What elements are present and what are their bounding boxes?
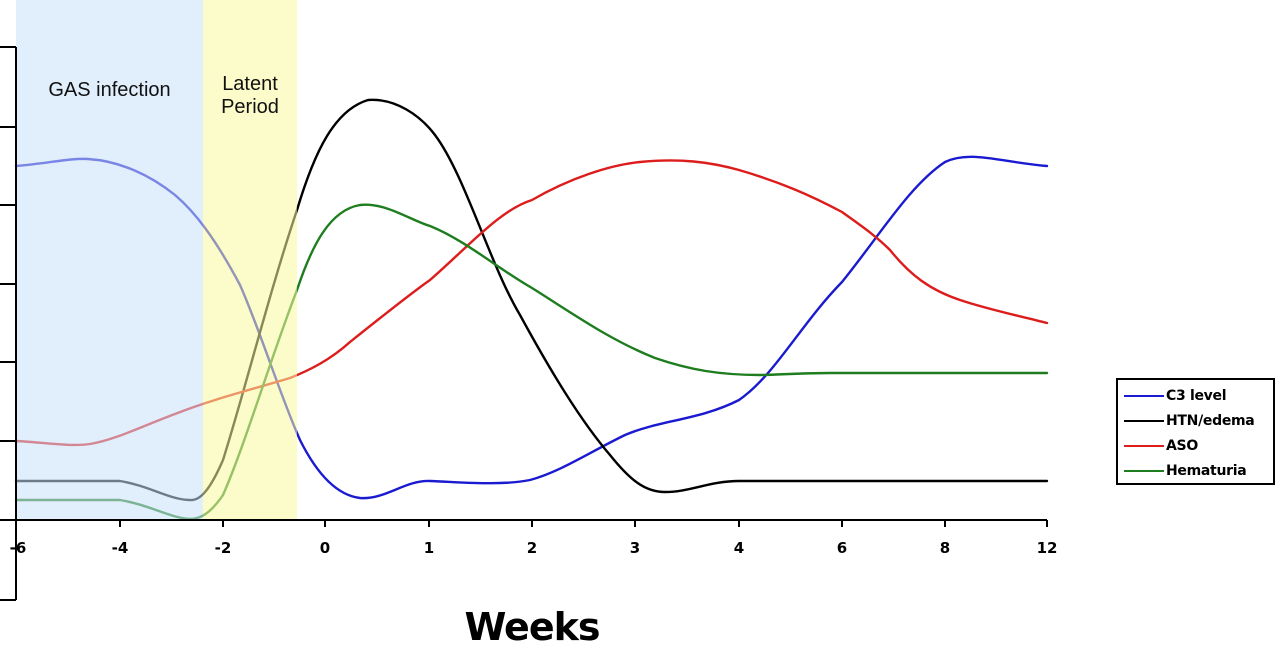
x-axis-title: Weeks — [464, 605, 601, 649]
legend-item-htn-edema: HTN/edema — [1124, 408, 1273, 433]
legend-swatch-icon — [1124, 394, 1164, 397]
legend: C3 level HTN/edema ASO Hematuria — [1116, 378, 1275, 485]
x-tick-label: -4 — [111, 539, 129, 557]
legend-item-aso: ASO — [1124, 433, 1273, 458]
gas-infection-label: GAS infection — [48, 79, 171, 101]
legend-item-hematuria: Hematuria — [1124, 458, 1273, 483]
x-tick-label: 2 — [526, 539, 538, 557]
x-tick-label: 8 — [939, 539, 951, 557]
legend-label: C3 level — [1166, 387, 1227, 404]
legend-label: HTN/edema — [1166, 412, 1255, 429]
axes — [0, 46, 1048, 601]
x-tick-label: -2 — [214, 539, 232, 557]
legend-swatch-icon — [1124, 419, 1164, 422]
x-tick-label: 12 — [1036, 539, 1058, 557]
legend-swatch-icon — [1124, 444, 1164, 447]
x-tick-label: 6 — [836, 539, 848, 557]
legend-item-c3-level: C3 level — [1124, 383, 1273, 408]
x-tick-label: 4 — [733, 539, 745, 557]
legend-swatch-icon — [1124, 469, 1164, 472]
latent-period-label: Latent Period — [203, 73, 297, 119]
x-tick-label: 1 — [423, 539, 435, 557]
legend-label: Hematuria — [1166, 462, 1247, 479]
latent-period-label-line2: Period — [221, 96, 279, 118]
x-tick-label: 0 — [319, 539, 331, 557]
legend-label: ASO — [1166, 437, 1198, 454]
x-tick-label: -6 — [9, 539, 27, 557]
gas-infection-region — [16, 0, 203, 520]
x-tick-label: 3 — [629, 539, 641, 557]
latent-period-label-line1: Latent — [222, 73, 278, 95]
latent-period-region — [203, 0, 297, 520]
